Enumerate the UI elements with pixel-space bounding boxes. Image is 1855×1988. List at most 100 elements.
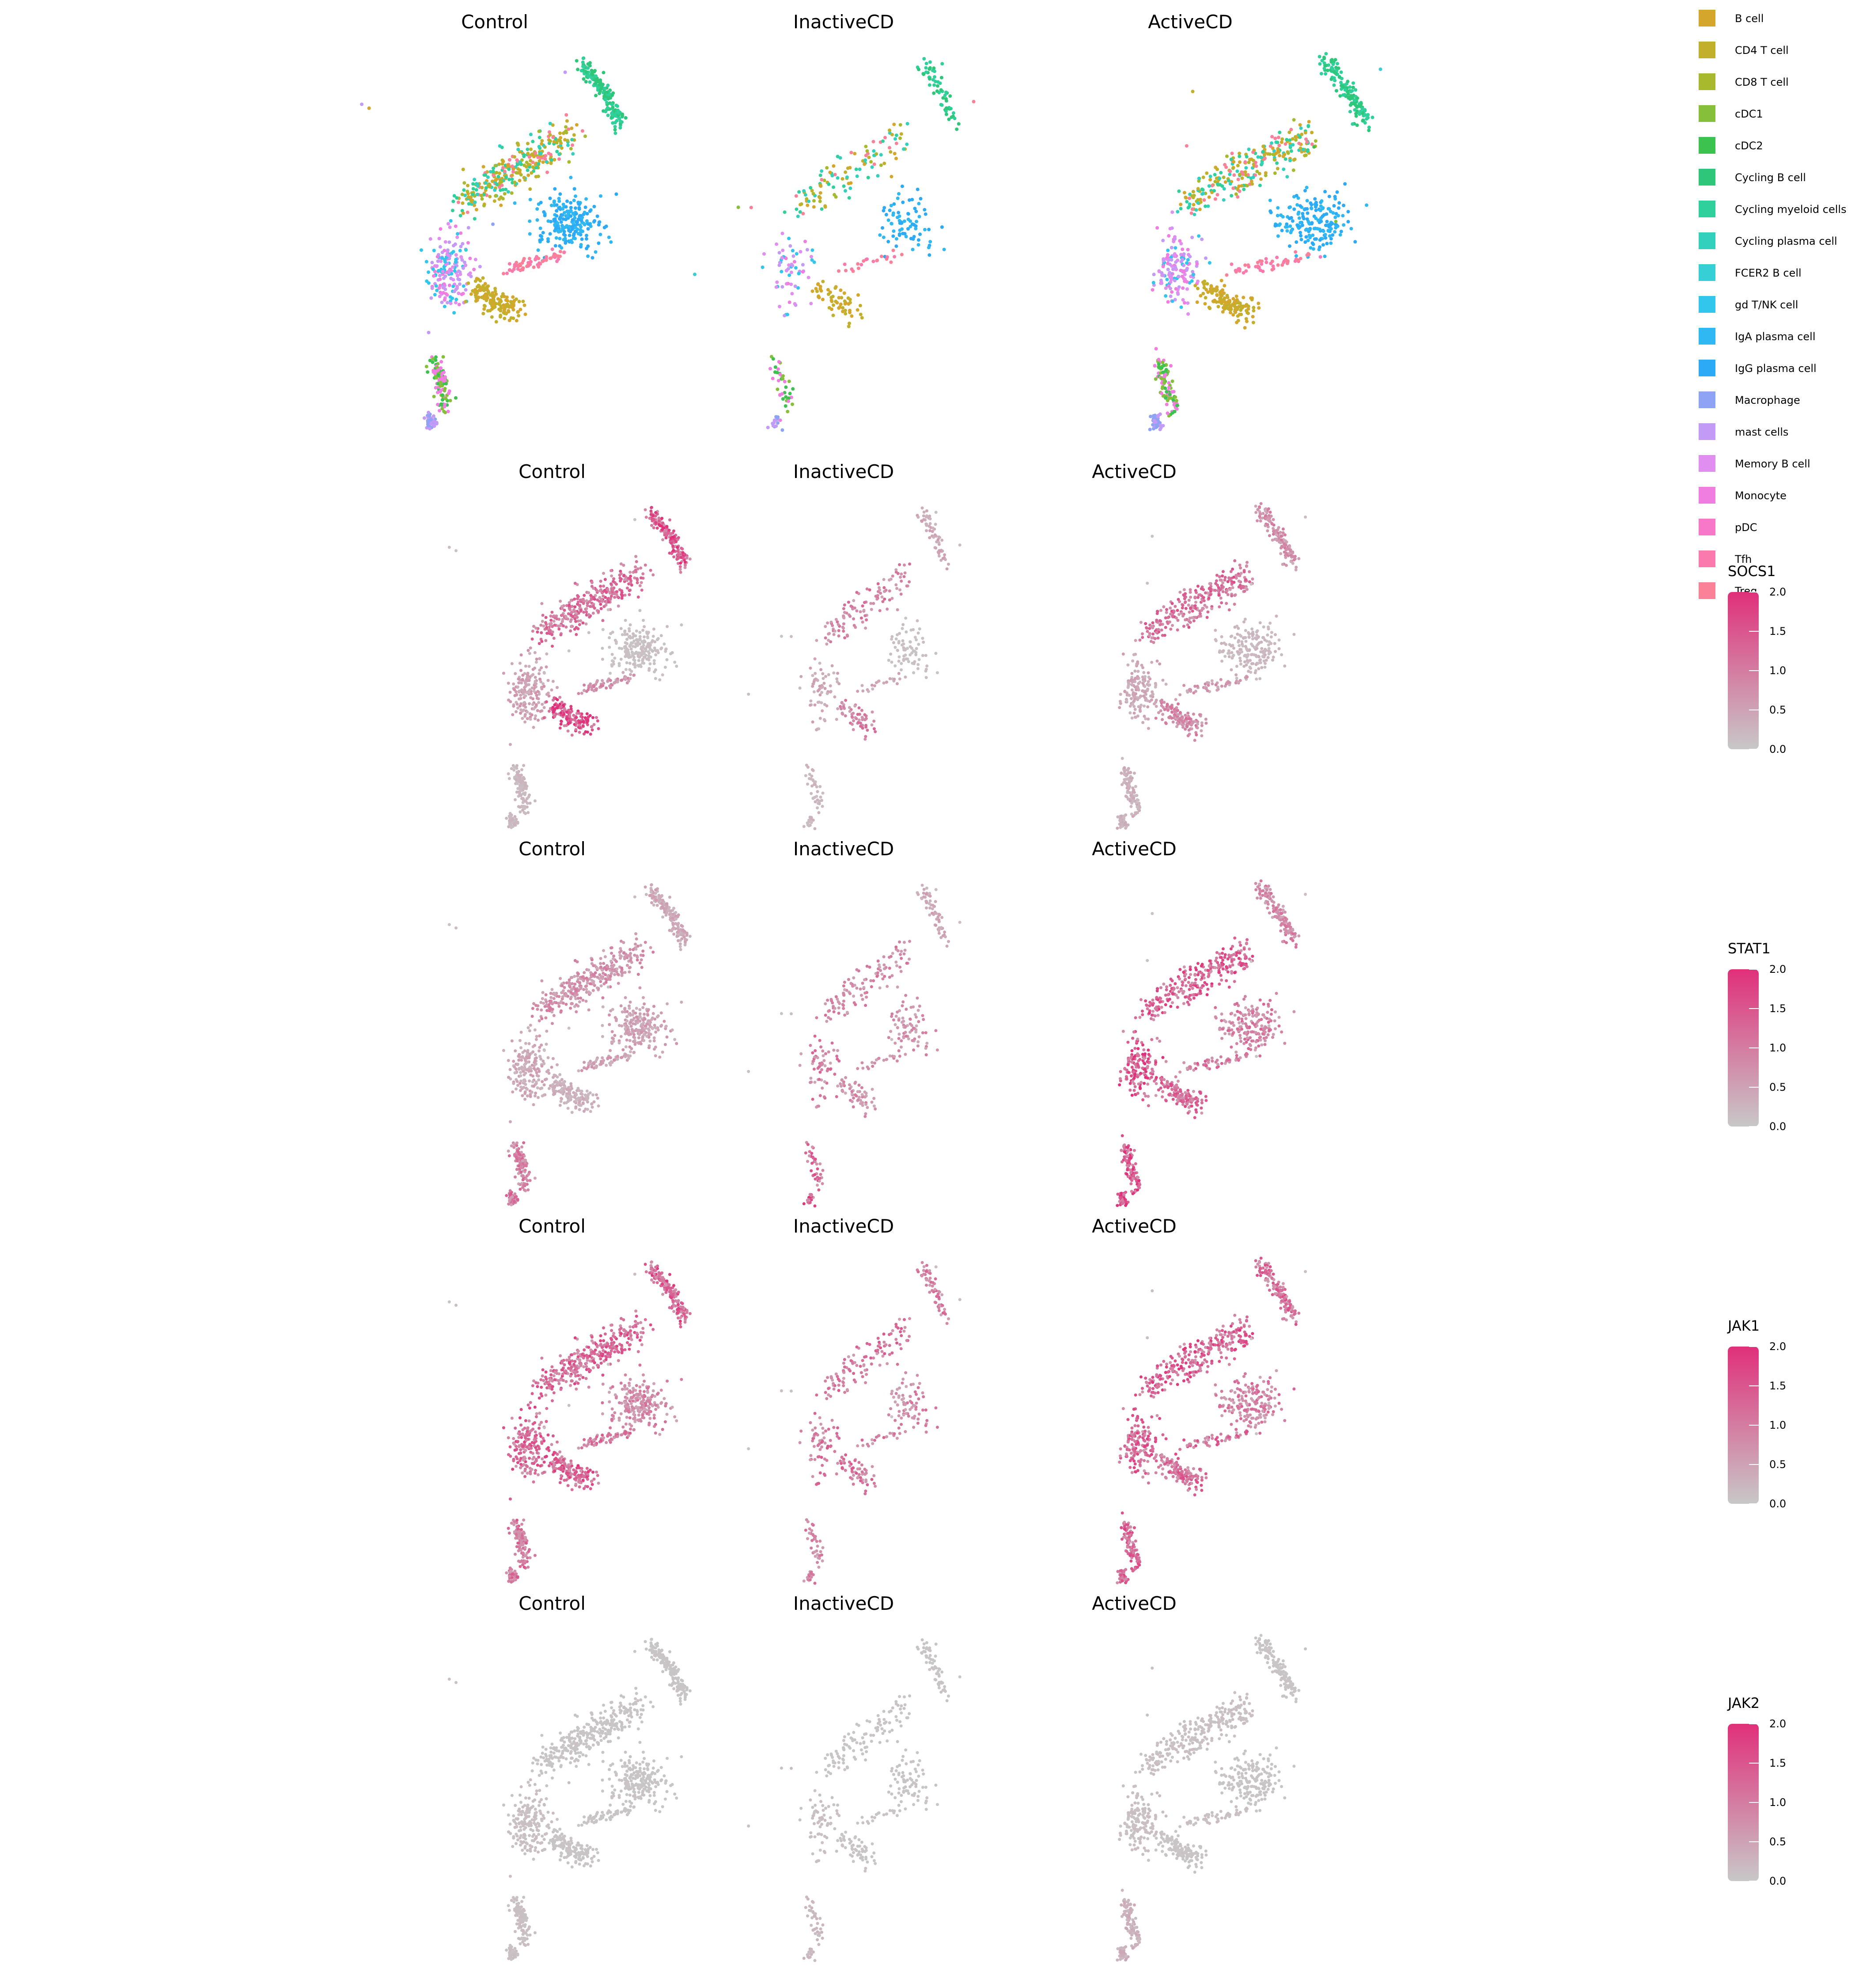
cell-point	[569, 214, 573, 218]
cell-point	[1219, 292, 1223, 296]
cell-point	[1156, 414, 1160, 418]
cell-point	[468, 271, 472, 275]
cell-point	[606, 83, 610, 87]
cell-point	[593, 219, 597, 223]
cell-point	[883, 136, 887, 140]
cell-point	[636, 581, 639, 584]
cell-point	[794, 194, 798, 198]
cell-point	[586, 74, 590, 78]
cell-point	[531, 140, 535, 144]
cell-point	[641, 572, 645, 576]
cell-point	[898, 123, 902, 127]
cell-point	[630, 641, 633, 645]
cell-point	[898, 563, 901, 566]
cell-point	[564, 113, 568, 117]
cell-point	[602, 71, 606, 75]
cell-point	[1204, 204, 1208, 208]
cell-point	[592, 604, 595, 608]
cell-point	[781, 248, 785, 252]
cell-point	[1268, 534, 1271, 537]
cell-point	[1164, 626, 1167, 629]
cell-point	[557, 197, 561, 201]
cell-point	[564, 724, 568, 727]
cell-point	[916, 663, 920, 666]
cell-point	[1309, 246, 1313, 250]
cell-point	[484, 186, 488, 190]
cell-point	[557, 152, 561, 156]
cell-point	[1171, 267, 1175, 271]
panel-title-control: Control	[519, 838, 586, 860]
cell-point	[1195, 262, 1199, 266]
cell-point	[491, 179, 494, 183]
cell-point	[864, 144, 868, 148]
cell-point	[810, 258, 814, 262]
cell-point	[1333, 230, 1337, 234]
cell-point	[1325, 220, 1329, 224]
cell-point	[551, 645, 554, 648]
cell-point	[864, 735, 867, 738]
cell-point	[544, 154, 548, 158]
cell-point	[433, 372, 437, 376]
cell-point	[493, 164, 497, 167]
cell-point	[466, 241, 470, 245]
cell-point	[432, 414, 435, 418]
cell-point	[1176, 291, 1180, 295]
cell-point	[1258, 512, 1262, 516]
cell-point	[898, 136, 902, 140]
cell-point	[584, 622, 588, 626]
cell-point	[1329, 209, 1333, 213]
cell-point	[1166, 411, 1170, 415]
cell-point	[600, 598, 603, 601]
cell-point	[623, 578, 626, 581]
cell-point	[1151, 626, 1155, 630]
cell-point	[505, 271, 509, 275]
cell-point	[1283, 542, 1286, 546]
cell-point	[439, 366, 443, 370]
cell-point	[1258, 183, 1262, 187]
cell-point	[1287, 216, 1291, 220]
cell-point	[515, 764, 519, 767]
cell-point	[493, 289, 497, 293]
cell-point	[1206, 290, 1210, 294]
cell-point	[576, 627, 580, 630]
cell-point	[1185, 144, 1189, 148]
cell-point	[1346, 80, 1350, 83]
cell-point	[830, 174, 834, 178]
cell-point	[884, 212, 888, 216]
cell-point	[559, 633, 563, 637]
cell-point	[1235, 676, 1238, 680]
cell-point	[951, 111, 955, 115]
cell-point	[545, 665, 548, 669]
cell-point	[623, 630, 627, 634]
cell-point	[1231, 313, 1235, 317]
cell-point	[1196, 287, 1200, 290]
cell-point	[1303, 240, 1307, 244]
cell-point	[445, 270, 449, 274]
panel-title-control: Control	[519, 1215, 586, 1237]
cell-point	[897, 211, 901, 215]
cell-point	[1167, 396, 1171, 400]
cell-point	[1149, 414, 1152, 418]
cell-point	[837, 629, 840, 632]
cell-point	[864, 725, 868, 729]
cell-point	[654, 521, 658, 524]
cell-point	[832, 164, 836, 168]
cell-point	[853, 704, 857, 708]
cell-point	[896, 633, 899, 637]
cell-point	[515, 766, 519, 770]
cell-point	[783, 379, 787, 383]
cell-point	[1332, 83, 1336, 87]
cell-point	[433, 293, 437, 296]
cell-point	[1274, 151, 1278, 155]
cell-point	[835, 301, 839, 305]
cell-point	[502, 295, 506, 299]
cell-point	[644, 508, 647, 512]
cell-point	[787, 236, 791, 240]
cell-point	[811, 192, 815, 196]
cell-point	[1370, 115, 1374, 119]
cell-point	[502, 308, 506, 312]
cell-point	[530, 713, 534, 717]
cell-point	[893, 255, 897, 259]
cell-point	[543, 672, 546, 675]
cell-point	[840, 712, 844, 715]
